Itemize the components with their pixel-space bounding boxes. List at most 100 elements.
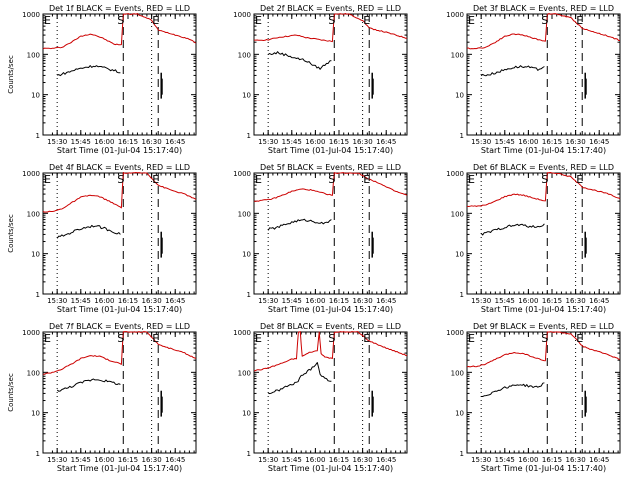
y-tick-label: 10 <box>455 251 464 259</box>
detector-panel: Det 4f BLACK = Events, RED = LLD 1 10 100 10… <box>7 163 197 314</box>
marker-letter: E <box>255 332 262 345</box>
lld-trace <box>42 331 197 375</box>
y-tick-label: 1000 <box>446 170 464 178</box>
panel-title: Det 7f BLACK = Events, RED = LLD <box>49 322 190 331</box>
y-tick-label: 100 <box>238 210 251 218</box>
x-tick-label: 16:30 <box>142 456 162 464</box>
lld-trace <box>42 172 197 213</box>
detector-panel: Det 3f BLACK = Events, RED = LLD 1 10 100 10… <box>446 4 621 155</box>
y-tick-label: 1000 <box>22 329 40 337</box>
lld-trace <box>466 331 621 368</box>
plot-frame <box>42 172 197 295</box>
events-trace <box>267 218 332 231</box>
x-tick-label: 16:30 <box>566 456 586 464</box>
x-tick-label: 15:30 <box>258 297 278 305</box>
x-tick-label: 15:45 <box>495 297 515 305</box>
y-tick-label: 1 <box>36 450 40 458</box>
y-tick-label: 1000 <box>233 11 251 19</box>
x-tick-label: 16:15 <box>329 456 349 464</box>
y-tick-label: 10 <box>455 92 464 100</box>
x-tick-label: 15:30 <box>47 138 67 146</box>
y-tick-label: 1 <box>36 132 40 140</box>
x-tick-label: 15:45 <box>282 456 302 464</box>
marker-letter: E <box>468 332 475 345</box>
marker-letter: S <box>328 173 335 186</box>
x-tick-label: 16:00 <box>518 297 538 305</box>
plot-frame <box>466 13 621 136</box>
x-tick-label: 16:15 <box>118 456 138 464</box>
y-tick-label: 10 <box>31 92 40 100</box>
x-axis-label: Start Time (01-Jul-04 15:17:40) <box>481 146 606 155</box>
x-tick-label: 16:30 <box>142 297 162 305</box>
y-tick-label: 1000 <box>22 170 40 178</box>
plot-frame <box>253 331 408 454</box>
y-tick-label: 100 <box>238 369 251 377</box>
y-tick-label: 100 <box>451 51 464 59</box>
x-tick-label: 15:30 <box>47 456 67 464</box>
x-tick-label: 16:45 <box>589 456 609 464</box>
x-tick-label: 16:00 <box>94 297 114 305</box>
panel-title: Det 5f BLACK = Events, RED = LLD <box>260 163 401 172</box>
lld-trace <box>253 331 408 372</box>
marker-letter: S <box>328 14 335 27</box>
x-tick-label: 16:45 <box>165 297 185 305</box>
x-tick-label: 15:30 <box>258 138 278 146</box>
x-axis-label: Start Time (01-Jul-04 15:17:40) <box>57 464 182 473</box>
marker-letter: S <box>117 332 124 345</box>
plot-frame <box>466 172 621 295</box>
x-tick-label: 15:30 <box>47 297 67 305</box>
x-tick-label: 15:45 <box>282 297 302 305</box>
x-axis-label: Start Time (01-Jul-04 15:17:40) <box>57 146 182 155</box>
x-axis-label: Start Time (01-Jul-04 15:17:40) <box>481 305 606 314</box>
x-tick-label: 16:00 <box>305 138 325 146</box>
x-tick-label: 15:45 <box>71 297 91 305</box>
marker-letter: E <box>468 14 475 27</box>
x-tick-label: 16:30 <box>353 138 373 146</box>
x-tick-label: 16:15 <box>329 297 349 305</box>
panel-title: Det 1f BLACK = Events, RED = LLD <box>49 4 190 13</box>
x-tick-label: 16:30 <box>353 297 373 305</box>
marker-letter: E <box>152 14 159 27</box>
marker-letter: E <box>468 173 475 186</box>
y-tick-label: 10 <box>31 251 40 259</box>
marker-letter: S <box>541 173 548 186</box>
x-tick-label: 15:30 <box>471 297 491 305</box>
marker-letter: E <box>363 173 370 186</box>
x-tick-label: 16:45 <box>376 297 396 305</box>
events-trace <box>56 378 121 392</box>
x-tick-label: 16:30 <box>566 297 586 305</box>
y-axis-label: Counts/sec <box>7 55 15 94</box>
lld-trace <box>466 172 621 207</box>
x-tick-label: 16:00 <box>305 456 325 464</box>
y-tick-label: 100 <box>451 210 464 218</box>
marker-letter: E <box>152 173 159 186</box>
x-tick-label: 15:45 <box>71 138 91 146</box>
marker-letter: E <box>576 332 583 345</box>
x-tick-label: 16:45 <box>165 138 185 146</box>
y-tick-label: 100 <box>451 369 464 377</box>
x-axis-label: Start Time (01-Jul-04 15:17:40) <box>57 305 182 314</box>
panel-title: Det 6f BLACK = Events, RED = LLD <box>473 163 614 172</box>
y-tick-label: 100 <box>27 369 40 377</box>
x-tick-label: 16:15 <box>118 138 138 146</box>
y-tick-label: 1000 <box>233 170 251 178</box>
marker-letter: S <box>328 332 335 345</box>
marker-letter: S <box>117 173 124 186</box>
marker-letter: E <box>255 14 262 27</box>
x-tick-label: 15:45 <box>282 138 302 146</box>
y-tick-label: 1 <box>460 291 464 299</box>
panel-title: Det 4f BLACK = Events, RED = LLD <box>49 163 190 172</box>
y-axis-label: Counts/sec <box>7 373 15 412</box>
events-trace <box>267 51 332 70</box>
y-tick-label: 1000 <box>22 11 40 19</box>
detector-panel: Det 6f BLACK = Events, RED = LLD 1 10 100 10… <box>446 163 621 314</box>
y-axis-label: Counts/sec <box>7 214 15 253</box>
marker-letter: E <box>152 332 159 345</box>
lld-trace <box>42 13 197 50</box>
marker-letter: S <box>541 332 548 345</box>
events-trace <box>480 223 545 236</box>
x-axis-label: Start Time (01-Jul-04 15:17:40) <box>268 305 393 314</box>
y-tick-label: 10 <box>31 410 40 418</box>
x-tick-label: 15:45 <box>71 456 91 464</box>
marker-letter: E <box>44 14 51 27</box>
